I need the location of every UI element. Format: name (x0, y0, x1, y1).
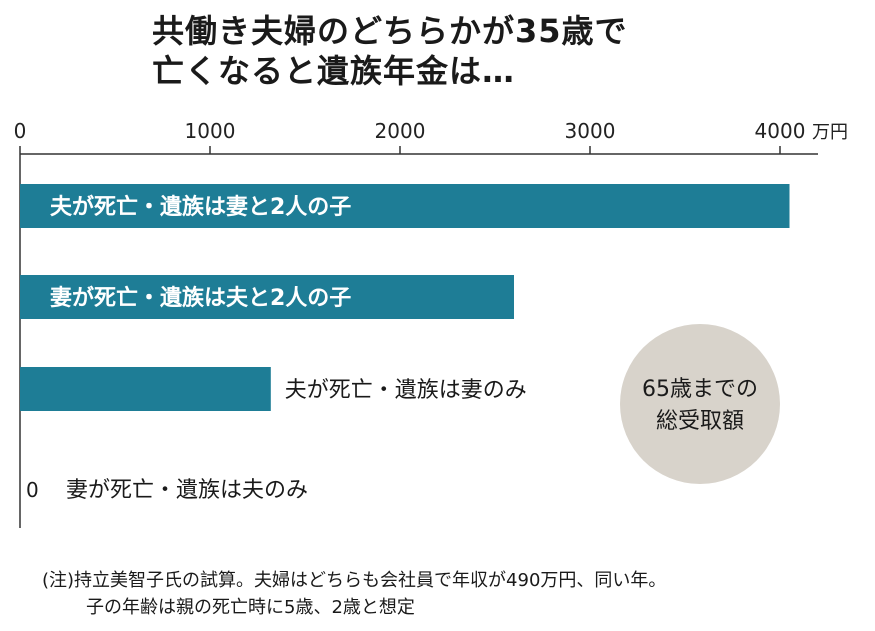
footnote-line-2: 子の年齢は親の死亡時に5歳、2歳と想定 (86, 597, 415, 618)
x-tick-label: 1000 (185, 119, 236, 143)
footnote-line-1: (注)持立美智子氏の試算。夫婦はどちらも会社員で年収が490万円、同い年。 (42, 570, 667, 591)
bar-value-label: 0 (26, 478, 39, 502)
chart-title-line-2: 亡くなると遺族年金は… (152, 52, 516, 90)
legend-circle-text-line-2: 総受取額 (656, 409, 744, 434)
x-tick-label: 3000 (565, 119, 616, 143)
bar-category-label: 夫が死亡・遺族は妻と2人の子 (50, 194, 351, 220)
bar (20, 184, 790, 228)
chart-title-line-1: 共働き夫婦のどちらかが35歳で (152, 12, 628, 50)
bar-category-label: 妻が死亡・遺族は夫のみ (66, 478, 308, 503)
x-tick-label: 4000 (755, 119, 806, 143)
bar-chart: 0 1000 2000 3000 4000 万円夫が死亡・遺族は妻と2人の子妻が死亡・遺族… (14, 119, 848, 528)
bar-category-label: 夫が死亡・遺族は妻のみ (285, 378, 527, 403)
x-tick-label: 2000 (375, 119, 426, 143)
x-tick-label: 0 (14, 119, 27, 143)
legend-circle (620, 324, 780, 484)
bar (20, 367, 271, 411)
legend-circle-text-line-1: 65歳までの (642, 377, 758, 402)
bar (20, 275, 514, 319)
bar-category-label: 妻が死亡・遺族は夫と2人の子 (50, 285, 351, 311)
x-axis-unit: 万円 (812, 122, 848, 143)
